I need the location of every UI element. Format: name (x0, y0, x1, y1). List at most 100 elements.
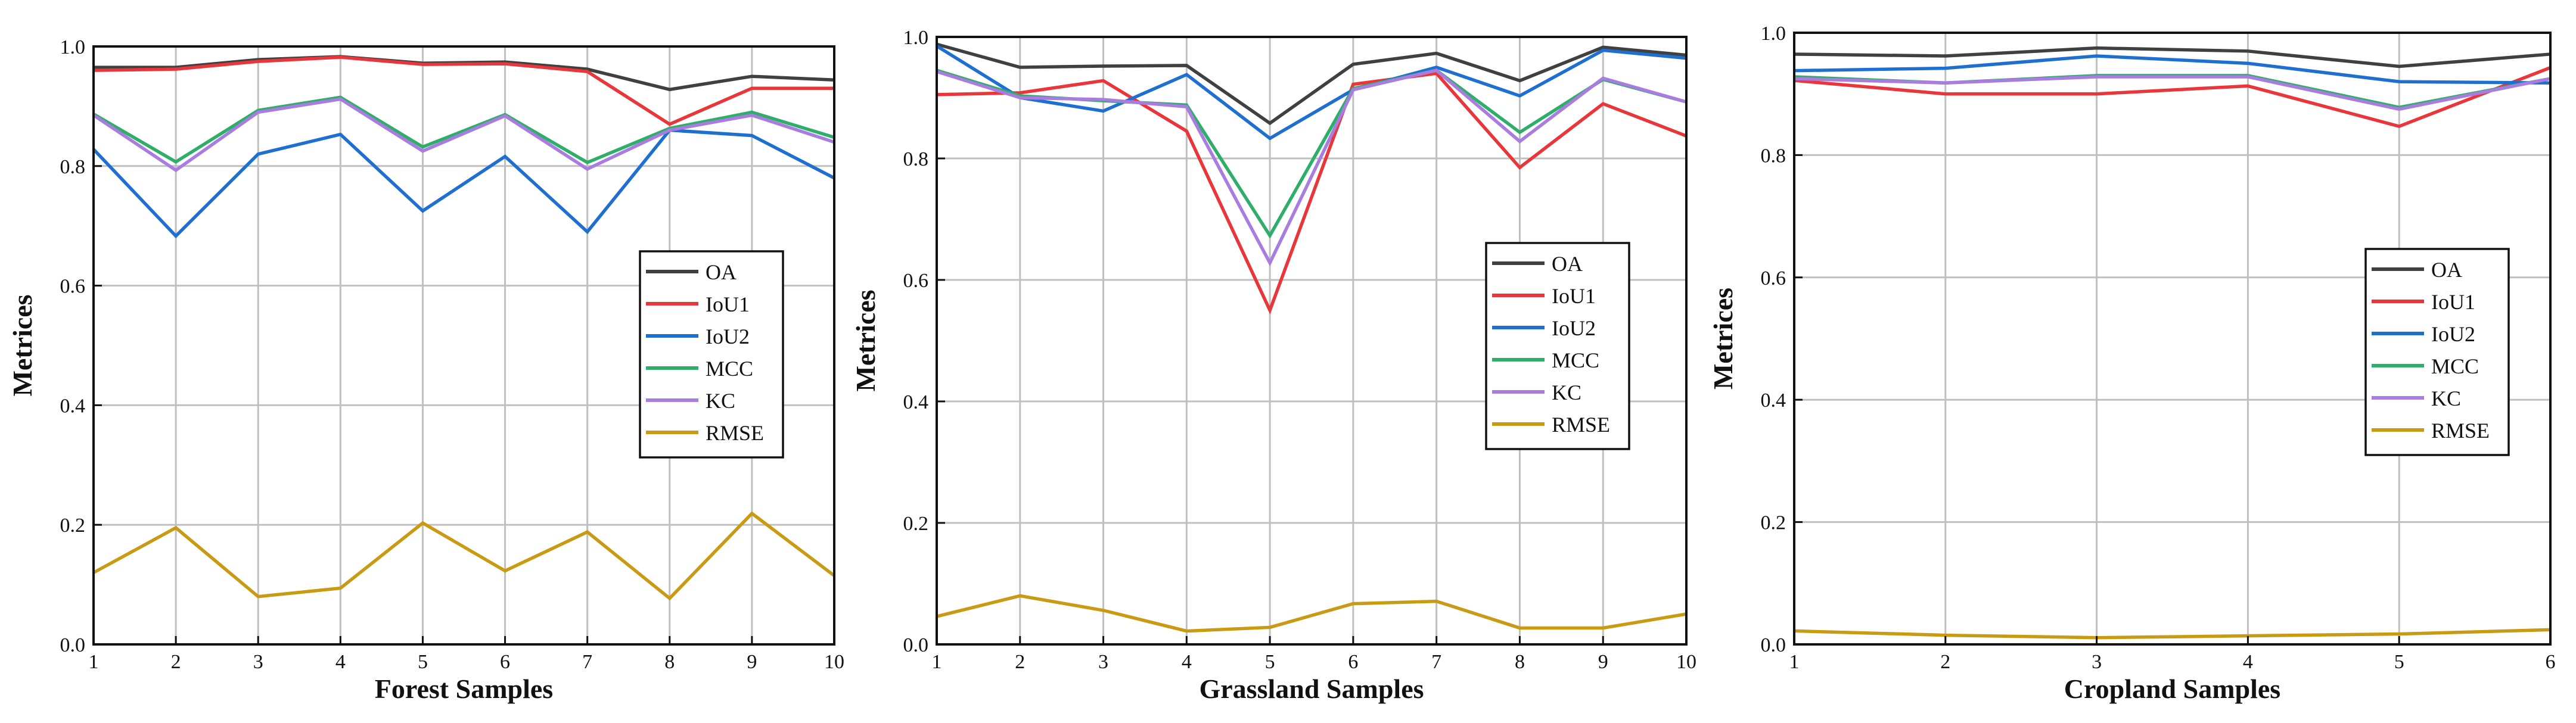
series-line-iou2 (1794, 54, 2551, 85)
legend-label-rmse: RMSE (706, 421, 764, 445)
x-tick-label: 1 (1789, 651, 1800, 673)
y-tick-label: 0.2 (1761, 512, 1786, 534)
legend-box (639, 250, 784, 459)
y-tick-label: 0.8 (903, 148, 929, 170)
y-tick-label: 0.2 (60, 515, 86, 537)
legend-label-iou1: IoU1 (1552, 284, 1596, 308)
x-tick-label: 9 (1598, 651, 1608, 673)
grassland-chart: 1 2 3 4 5 6 7 8 9 10 0.0 0.2 0.4 0.6 0.8 1.0 Grassland S… (850, 27, 1697, 704)
series-line-iou1 (936, 71, 1687, 315)
y-tick-label: 0.6 (1761, 267, 1786, 289)
x-tick-label: 8 (1515, 651, 1525, 673)
series-lines (936, 42, 1687, 633)
series-line-iou2 (936, 44, 1687, 141)
ticks: 1 2 3 4 5 6 7 8 9 10 0.0 0.2 0.4 0.6 0.8 1.0 (60, 36, 845, 673)
y-tick-label: 0.6 (903, 270, 929, 292)
legend-label-rmse: RMSE (1552, 413, 1610, 437)
y-tick-label: 0.0 (60, 634, 86, 656)
x-tick-label: 2 (171, 651, 181, 673)
legend-label-kc: KC (1552, 381, 1581, 404)
x-tick-label: 8 (664, 651, 675, 673)
series-line-oa (94, 55, 835, 92)
series-line-iou1 (1794, 66, 2551, 129)
x-tick-label: 5 (2394, 651, 2404, 673)
legend-label-kc: KC (706, 389, 735, 413)
series-line-rmse (92, 511, 835, 601)
ticks: 1 2 3 4 5 6 0.0 0.2 0.4 0.6 0.8 1.0 (1761, 23, 2556, 673)
series-line-oa (1794, 46, 2551, 68)
x-tick-label: 9 (747, 651, 757, 673)
y-axis-title: Metrices (850, 289, 881, 391)
plot-frame (1793, 32, 2552, 646)
plot-frame (936, 36, 1688, 646)
forest-chart-panel: 1 2 3 4 5 6 7 8 9 10 0.0 0.2 0.4 0.6 0.8 1.0 Forest Samp… (0, 0, 859, 723)
legend-label-iou2: IoU2 (2431, 322, 2475, 346)
y-tick-label: 0.8 (60, 156, 86, 178)
series-line-rmse (1794, 628, 2551, 640)
legend-box (2364, 248, 2510, 456)
x-tick-label: 5 (1265, 651, 1275, 673)
legend: OA IoU1 IoU2 MCC KC RMSE (639, 250, 784, 459)
series-line-iou1 (93, 55, 834, 126)
y-tick-label: 0.0 (1761, 634, 1786, 656)
x-axis-title: Forest Samples (375, 674, 553, 704)
x-tick-label: 3 (2092, 651, 2102, 673)
y-tick-label: 0.2 (903, 513, 929, 535)
series-line-oa (936, 42, 1687, 126)
ticks: 1 2 3 4 5 6 7 8 9 10 0.0 0.2 0.4 0.6 0.8 1.0 (903, 27, 1697, 673)
y-tick-label: 0.4 (60, 395, 86, 417)
x-tick-label: 7 (582, 651, 592, 673)
grid (937, 37, 1686, 644)
x-tick-label: 10 (824, 651, 844, 673)
x-tick-label: 3 (1098, 651, 1108, 673)
y-tick-label: 0.4 (1761, 389, 1786, 412)
y-tick-label: 0.0 (903, 634, 929, 656)
x-tick-label: 6 (1348, 651, 1358, 673)
x-tick-label: 3 (253, 651, 263, 673)
forest-chart: 1 2 3 4 5 6 7 8 9 10 0.0 0.2 0.4 0.6 0.8 1.0 Forest Samp… (7, 36, 845, 704)
y-tick-label: 1.0 (1761, 23, 1786, 45)
y-tick-label: 1.0 (60, 36, 86, 58)
y-tick-label: 0.8 (1761, 145, 1786, 167)
series-line-kc (936, 68, 1687, 267)
legend-label-mcc: MCC (2431, 354, 2479, 378)
x-tick-label: 2 (1940, 651, 1950, 673)
series-line-iou2 (92, 128, 835, 239)
x-tick-label: 4 (335, 651, 346, 673)
series-line-mcc (92, 95, 835, 164)
cropland-chart: 1 2 3 4 5 6 0.0 0.2 0.4 0.6 0.8 1.0 Cropland Samples… (1708, 23, 2556, 704)
x-tick-label: 4 (2243, 651, 2253, 673)
legend-box (1485, 242, 1630, 450)
legend-label-oa: OA (706, 260, 737, 284)
legend: OA IoU1 IoU2 MCC KC RMSE (1485, 242, 1630, 450)
y-axis-title: Metrices (1708, 288, 1738, 389)
legend-label-oa: OA (2431, 258, 2462, 282)
x-tick-label: 6 (2546, 651, 2556, 673)
x-tick-label: 5 (418, 651, 428, 673)
cropland-chart-panel: 1 2 3 4 5 6 0.0 0.2 0.4 0.6 0.8 1.0 Cropland Samples… (1708, 0, 2576, 723)
x-axis-title: Cropland Samples (2064, 674, 2280, 704)
legend-label-iou2: IoU2 (706, 325, 750, 348)
legend-label-mcc: MCC (1552, 348, 1599, 372)
legend-label-mcc: MCC (706, 357, 753, 381)
grassland-chart-panel: 1 2 3 4 5 6 7 8 9 10 0.0 0.2 0.4 0.6 0.8 1.0 Grassland S… (850, 0, 1717, 723)
x-tick-label: 1 (89, 651, 99, 673)
legend-label-iou1: IoU1 (706, 292, 750, 316)
plot-frame (92, 45, 835, 646)
series-lines (92, 55, 835, 601)
legend-label-oa: OA (1552, 252, 1583, 276)
series-line-kc (92, 97, 835, 173)
x-tick-label: 6 (500, 651, 510, 673)
x-axis-title: Grassland Samples (1199, 674, 1424, 704)
x-tick-label: 10 (1676, 651, 1696, 673)
legend-label-iou1: IoU1 (2431, 290, 2475, 314)
series-line-kc (1794, 75, 2551, 111)
y-tick-label: 1.0 (903, 27, 929, 49)
legend-label-rmse: RMSE (2431, 419, 2490, 442)
legend-label-iou2: IoU2 (1552, 316, 1596, 340)
legend: OA IoU1 IoU2 MCC KC RMSE (2364, 248, 2510, 456)
y-axis-title: Metrices (7, 294, 38, 396)
series-line-rmse (936, 594, 1687, 633)
x-tick-label: 4 (1182, 651, 1192, 673)
x-tick-label: 1 (932, 651, 942, 673)
